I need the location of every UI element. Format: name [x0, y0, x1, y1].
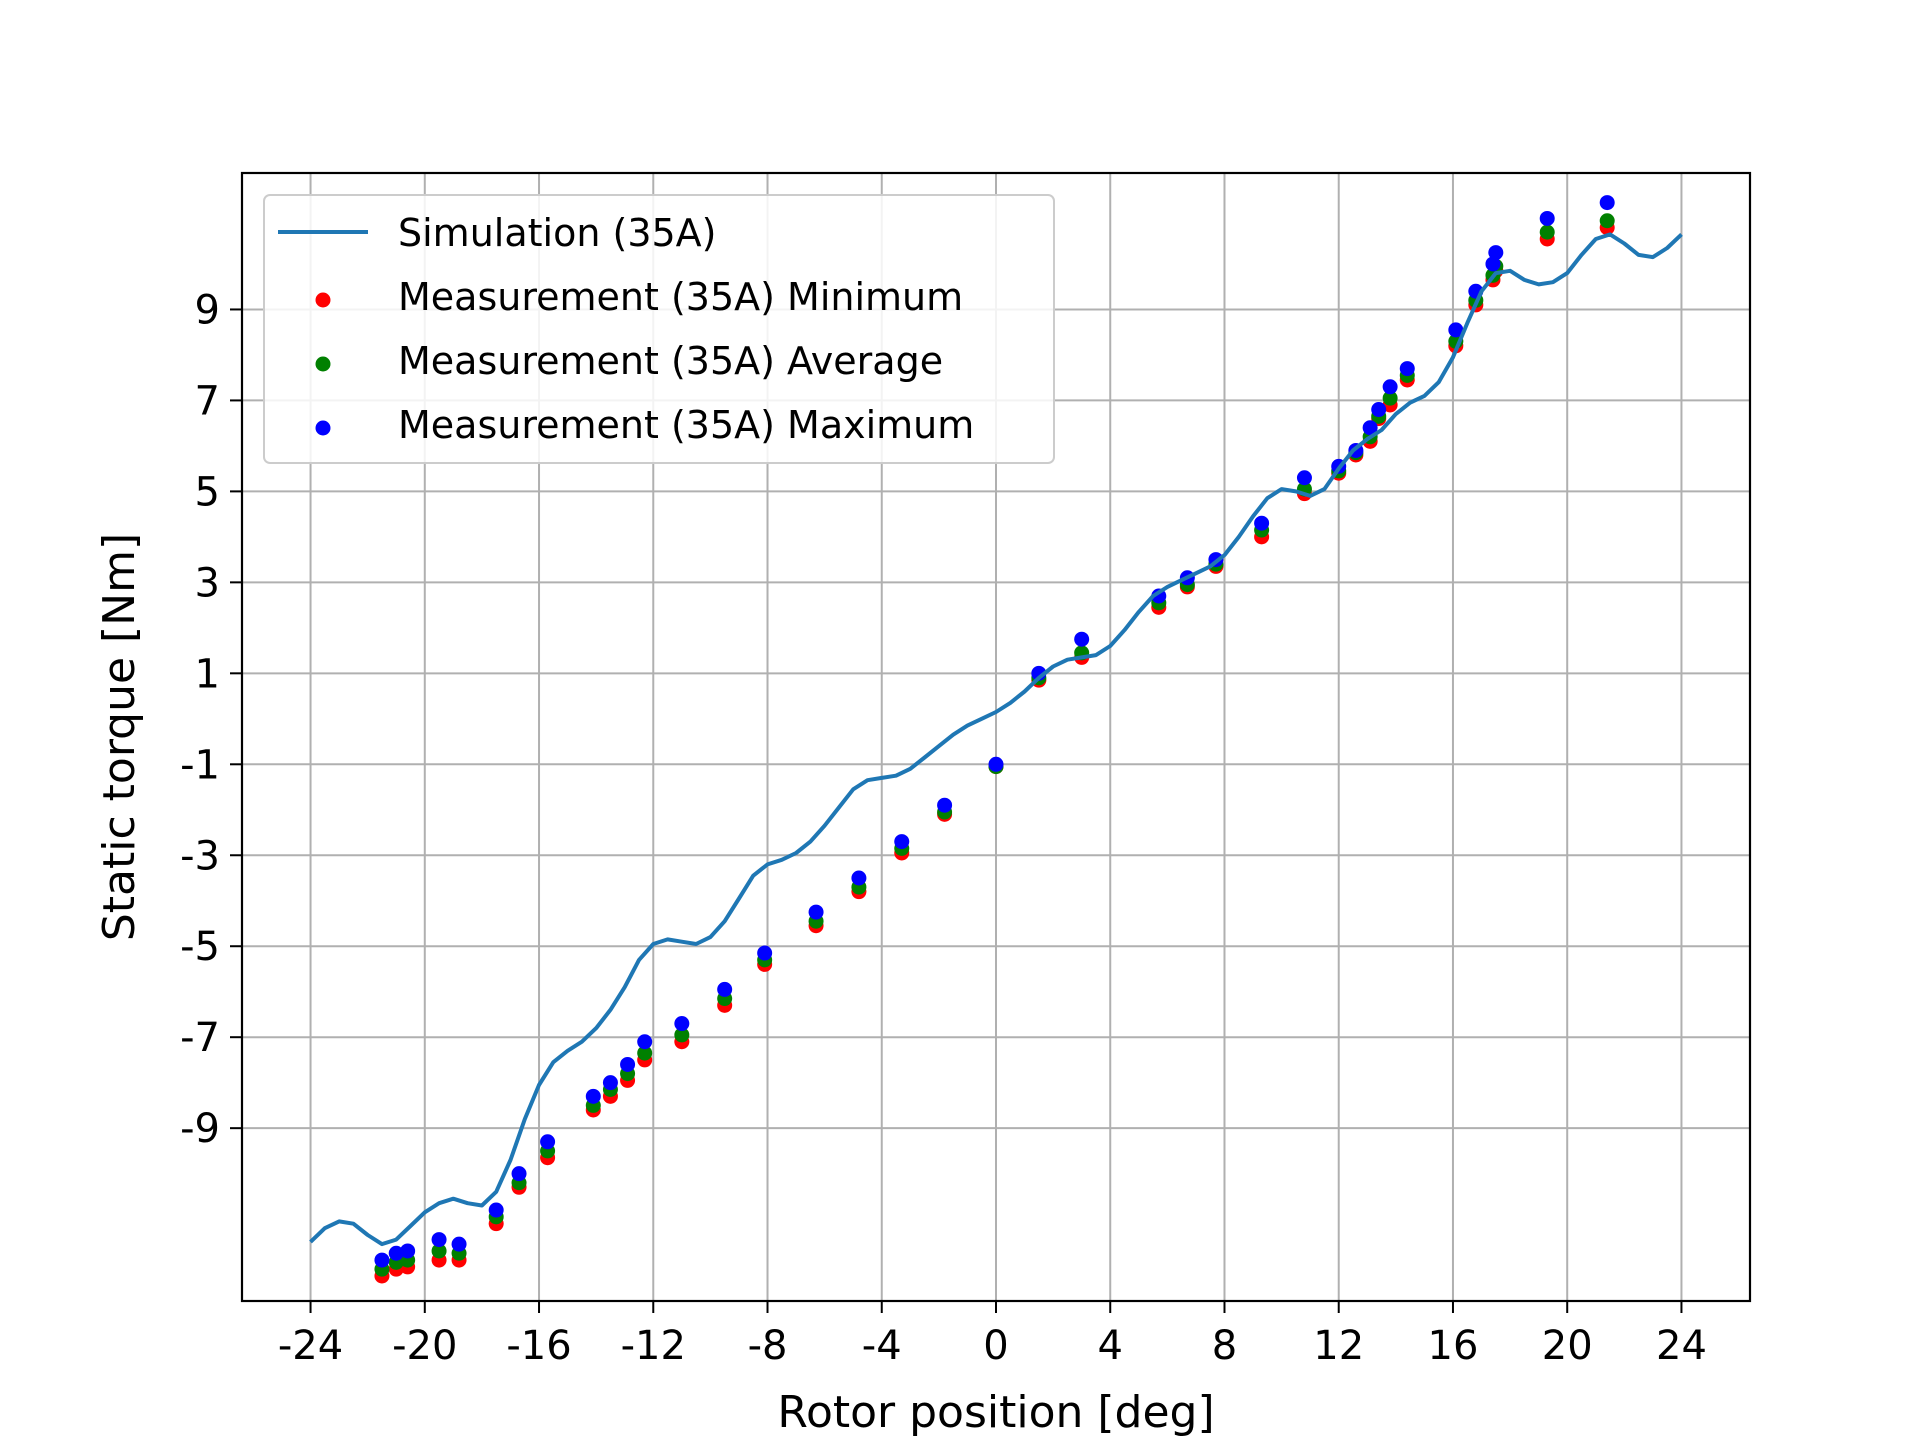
scatter-point [937, 797, 953, 813]
scatter-point [637, 1034, 653, 1050]
x-axis: -24 -20 -16 -12 -8 -4 0 4 8 12 16 20 24 [278, 1301, 1707, 1369]
scatter-point [988, 756, 1004, 772]
x-tick-label: -20 [392, 1323, 457, 1369]
x-tick-label: 24 [1656, 1323, 1707, 1369]
scatter-point [717, 981, 733, 997]
x-tick-label: -4 [862, 1323, 902, 1369]
x-tick-label: 4 [1098, 1323, 1123, 1369]
y-tick-label: -9 [180, 1106, 220, 1152]
scatter-point [1539, 224, 1555, 240]
scatter-point [585, 1088, 601, 1104]
scatter-point [1485, 256, 1501, 272]
legend-entry-label: Simulation (35A) [398, 211, 717, 255]
y-tick-label: 5 [195, 469, 220, 515]
scatter-point [1074, 631, 1090, 647]
y-tick-label: 1 [195, 651, 220, 697]
scatter-point [488, 1202, 504, 1218]
scatter-point [1254, 515, 1270, 531]
scatter-point [1362, 420, 1378, 436]
scatter-point [388, 1245, 404, 1261]
legend-dot-swatch [315, 420, 331, 436]
scatter-point [602, 1075, 618, 1091]
legend-dot-swatch [315, 292, 331, 308]
scatter-point [1382, 390, 1398, 406]
y-tick-label: 9 [195, 287, 220, 333]
scatter-point [894, 834, 910, 850]
y-tick-label: 3 [195, 560, 220, 606]
y-tick-label: 7 [195, 378, 220, 424]
legend-dot-swatch [315, 356, 331, 372]
scatter-point [851, 870, 867, 886]
scatter-point [400, 1243, 416, 1259]
scatter-point [431, 1243, 447, 1259]
y-axis: -9 -7 -5 -3 -1 1 3 5 7 9 [180, 287, 242, 1152]
scatter-point [1448, 322, 1464, 338]
scatter-point [451, 1236, 467, 1252]
legend-entry-label: Measurement (35A) Minimum [398, 275, 963, 319]
x-axis-title: Rotor position [deg] [777, 1387, 1214, 1438]
scatter-point [674, 1016, 690, 1032]
scatter-point [431, 1232, 447, 1248]
scatter-point [1382, 379, 1398, 395]
scatter-point [1399, 361, 1415, 377]
legend-entry-label: Measurement (35A) Average [398, 339, 943, 383]
legend: Simulation (35A) Measurement (35A) Minimu… [263, 194, 1055, 464]
legend-box [263, 194, 1055, 464]
x-tick-label: 8 [1212, 1323, 1237, 1369]
scatter-point [1296, 470, 1312, 486]
y-tick-label: -7 [180, 1015, 220, 1061]
x-tick-label: 16 [1428, 1323, 1479, 1369]
y-tick-label: -3 [180, 833, 220, 879]
x-tick-label: -8 [748, 1323, 788, 1369]
y-axis-title: Static torque [Nm] [94, 533, 145, 941]
scatter-point [1539, 210, 1555, 226]
scatter-point [1599, 195, 1615, 211]
scatter-point [808, 904, 824, 920]
y-tick-label: -1 [180, 742, 220, 788]
x-tick-label: -16 [506, 1323, 571, 1369]
scatter-point [620, 1056, 636, 1072]
scatter-point [511, 1166, 527, 1182]
series-layer [309, 195, 1683, 1284]
x-tick-label: 0 [983, 1323, 1008, 1369]
scatter-point [374, 1252, 390, 1268]
scatter-point [674, 1027, 690, 1043]
y-tick-label: -5 [180, 924, 220, 970]
scatter-point [1371, 402, 1387, 418]
scatter-point [757, 945, 773, 961]
x-tick-label: 20 [1542, 1323, 1593, 1369]
x-tick-label: -24 [278, 1323, 343, 1369]
x-tick-label: 12 [1313, 1323, 1364, 1369]
x-tick-label: -12 [621, 1323, 686, 1369]
scatter-point [540, 1134, 556, 1150]
scatter-point [1599, 213, 1615, 229]
scatter-point [1488, 245, 1504, 261]
scatter-point [637, 1045, 653, 1061]
series-line [309, 232, 1683, 1247]
legend-entry-label: Measurement (35A) Maximum [398, 403, 974, 447]
